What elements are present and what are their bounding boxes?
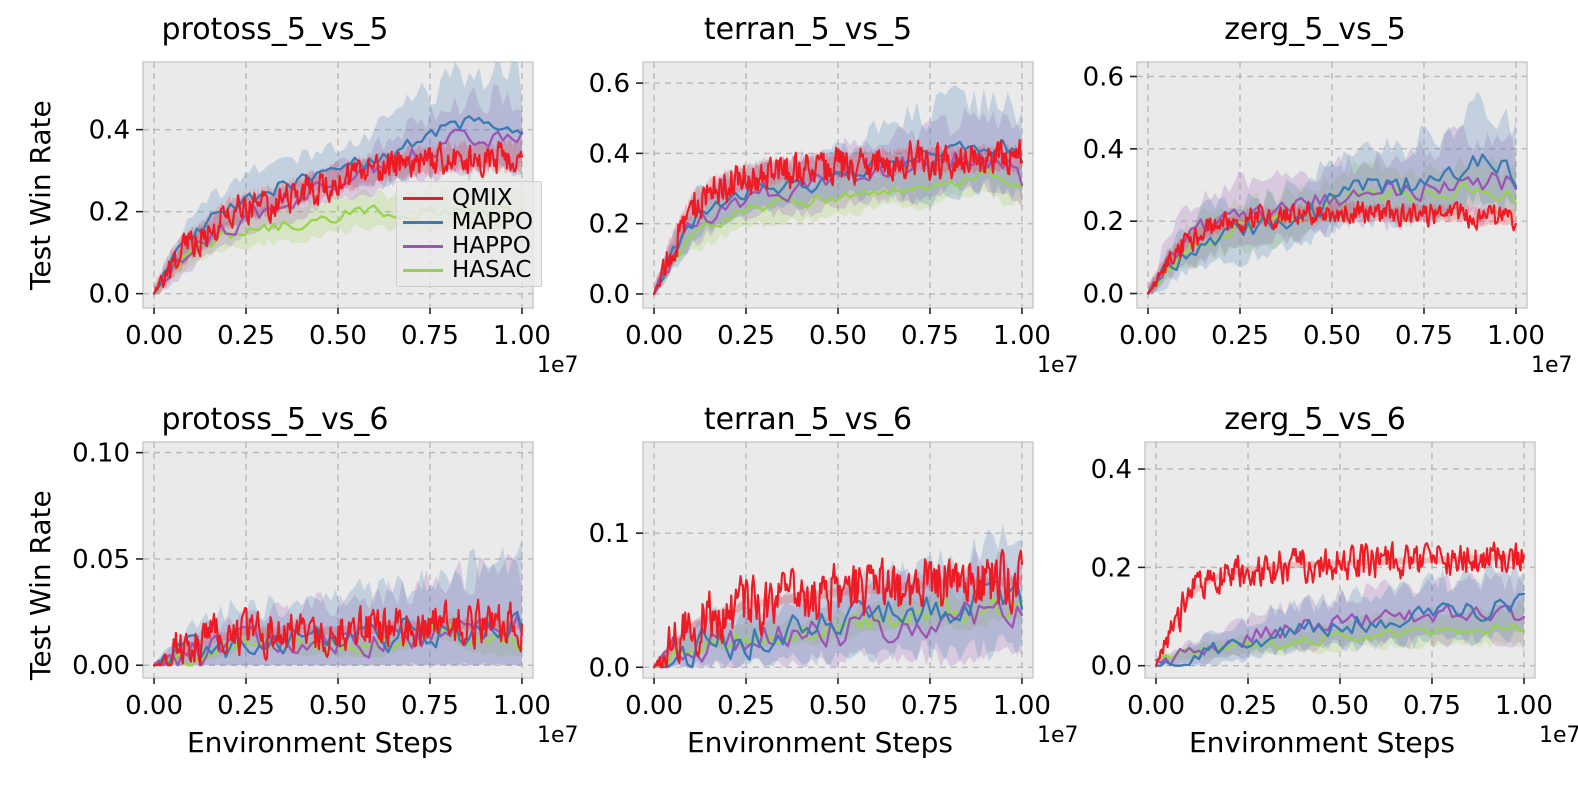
svg-text:0.50: 0.50 [309, 691, 367, 721]
panel-title: terran_5_vs_5 [703, 12, 913, 47]
svg-text:1.00: 1.00 [493, 321, 551, 351]
svg-text:0.50: 0.50 [809, 691, 867, 721]
svg-text:0.00: 0.00 [125, 691, 183, 721]
svg-text:1e7: 1e7 [1539, 723, 1578, 748]
legend-label-mappo: MAPPO [451, 208, 533, 235]
svg-text:0.2: 0.2 [1091, 553, 1132, 583]
legend-item-hasac[interactable]: HASAC [403, 258, 533, 282]
panel-title: protoss_5_vs_5 [161, 12, 389, 47]
svg-text:0.05: 0.05 [72, 545, 130, 575]
panel-zerg-5-vs-6: zerg_5_vs_6 0.00 0.25 0.50 0.75 1.00 0.0 0.2 0.… [1060, 390, 1578, 789]
svg-text:1.00: 1.00 [993, 321, 1051, 351]
y-axis-label: Test Win Rate [24, 490, 57, 680]
plot-svg-1: 0.00 0.25 0.50 0.75 1.00 0.0 0.2 0.4 0.6 1e7 [589, 61, 1079, 378]
svg-text:0.0: 0.0 [1083, 280, 1124, 310]
svg-text:0.4: 0.4 [1083, 135, 1124, 165]
svg-text:0.2: 0.2 [1083, 207, 1124, 237]
panel-title: zerg_5_vs_6 [1224, 402, 1406, 437]
svg-text:0.00: 0.00 [72, 651, 130, 681]
svg-text:0.25: 0.25 [1219, 691, 1277, 721]
plot-area-wrapper: 0.00 0.25 0.50 0.75 1.00 0.0 0.1 1e7 Environment… [589, 441, 1079, 759]
svg-text:Environment Steps: Environment Steps [187, 726, 453, 759]
legend-item-happo[interactable]: HAPPO [403, 234, 533, 258]
svg-text:1e7: 1e7 [537, 353, 579, 378]
svg-text:0.10: 0.10 [72, 439, 130, 469]
panel-title: zerg_5_vs_5 [1224, 12, 1406, 47]
legend-label-hasac: HASAC [452, 256, 532, 283]
svg-text:0.25: 0.25 [1211, 321, 1269, 351]
svg-text:0.00: 0.00 [1127, 691, 1185, 721]
svg-text:Environment Steps: Environment Steps [687, 726, 953, 759]
svg-text:0.25: 0.25 [717, 321, 775, 351]
legend-item-mappo[interactable]: MAPPO [403, 210, 533, 234]
svg-text:1.00: 1.00 [993, 691, 1051, 721]
svg-text:0.4: 0.4 [589, 139, 630, 169]
svg-text:0.00: 0.00 [125, 321, 183, 351]
svg-text:0.6: 0.6 [1083, 62, 1124, 92]
svg-text:Environment Steps: Environment Steps [1189, 726, 1455, 759]
legend-line-qmix [403, 196, 443, 200]
svg-text:0.50: 0.50 [1303, 321, 1361, 351]
svg-text:0.75: 0.75 [901, 691, 959, 721]
svg-text:0.75: 0.75 [401, 691, 459, 721]
legend-label-qmix: QMIX [452, 184, 513, 211]
svg-text:0.75: 0.75 [1403, 691, 1461, 721]
plot-svg-4: 0.00 0.25 0.50 0.75 1.00 0.0 0.1 1e7 Environment… [589, 441, 1079, 759]
panel-protoss-5-vs-6: protoss_5_vs_6 Test Win Rate 0.00 0.25 0.5… [0, 390, 579, 789]
svg-text:0.00: 0.00 [625, 321, 683, 351]
panel-terran-5-vs-6: terran_5_vs_6 0.00 0.25 0.50 0.75 1.00 0.0 0.1… [548, 390, 1079, 789]
svg-text:1e7: 1e7 [1531, 353, 1573, 378]
svg-text:0.4: 0.4 [89, 116, 130, 146]
legend: QMIX MAPPO HAPPO HASAC [396, 181, 542, 287]
plot-svg-5: 0.00 0.25 0.50 0.75 1.00 0.0 0.2 0.4 1e7 Environm… [1091, 441, 1578, 759]
svg-text:1e7: 1e7 [1037, 723, 1079, 748]
svg-text:0.00: 0.00 [1119, 321, 1177, 351]
panel-protoss-5-vs-5: protoss_5_vs_5 Test Win Rate 0.00 0.25 0.5… [0, 0, 579, 390]
svg-text:0.0: 0.0 [1091, 652, 1132, 682]
svg-text:0.25: 0.25 [217, 321, 275, 351]
svg-text:0.25: 0.25 [217, 691, 275, 721]
svg-text:0.25: 0.25 [717, 691, 775, 721]
svg-text:0.50: 0.50 [1311, 691, 1369, 721]
svg-text:0.00: 0.00 [625, 691, 683, 721]
svg-text:0.4: 0.4 [1091, 455, 1132, 485]
svg-text:0.75: 0.75 [401, 321, 459, 351]
panel-zerg-5-vs-5: zerg_5_vs_5 0.00 0.25 0.50 0.75 1.00 0.0 0.2 0.… [1060, 0, 1578, 390]
svg-text:0.75: 0.75 [1395, 321, 1453, 351]
svg-text:0.0: 0.0 [589, 653, 630, 683]
plot-area-wrapper: 0.00 0.25 0.50 0.75 1.00 0.0 0.2 0.4 0.6 1e7 [1083, 61, 1573, 378]
panel-title: protoss_5_vs_6 [161, 402, 389, 437]
svg-text:1e7: 1e7 [537, 723, 579, 748]
svg-text:1e7: 1e7 [1037, 353, 1079, 378]
plot-area-wrapper: 0.00 0.25 0.50 0.75 1.00 0.00 0.05 0.10 1e7 Envir… [72, 439, 578, 759]
plot-area-wrapper: 0.00 0.25 0.50 0.75 1.00 0.0 0.2 0.4 1e7 Environm… [1091, 441, 1578, 759]
svg-text:0.0: 0.0 [89, 280, 130, 310]
panel-title: terran_5_vs_6 [703, 402, 913, 437]
legend-label-happo: HAPPO [452, 232, 531, 259]
svg-text:0.1: 0.1 [589, 519, 630, 549]
svg-text:0.50: 0.50 [809, 321, 867, 351]
legend-line-happo [403, 244, 443, 248]
svg-text:0.2: 0.2 [89, 198, 130, 228]
plot-svg-2: 0.00 0.25 0.50 0.75 1.00 0.0 0.2 0.4 0.6 1e7 [1083, 61, 1573, 378]
svg-text:0.0: 0.0 [589, 280, 630, 310]
panel-terran-5-vs-5: terran_5_vs_5 0.00 0.25 0.50 0.75 1.00 0.0 0.2… [548, 0, 1079, 390]
svg-text:0.6: 0.6 [589, 69, 630, 99]
legend-line-hasac [403, 268, 443, 272]
svg-text:0.75: 0.75 [901, 321, 959, 351]
plot-area-wrapper: 0.00 0.25 0.50 0.75 1.00 0.0 0.2 0.4 0.6 1e7 [589, 61, 1079, 378]
svg-text:1.00: 1.00 [1487, 321, 1545, 351]
svg-text:1.00: 1.00 [493, 691, 551, 721]
legend-item-qmix[interactable]: QMIX [403, 186, 533, 210]
y-axis-label: Test Win Rate [24, 100, 57, 290]
plot-svg-3: 0.00 0.25 0.50 0.75 1.00 0.00 0.05 0.10 1e7 Envir… [72, 439, 578, 759]
svg-text:1.00: 1.00 [1495, 691, 1553, 721]
svg-text:0.2: 0.2 [589, 210, 630, 240]
svg-text:0.50: 0.50 [309, 321, 367, 351]
legend-line-mappo [403, 220, 443, 224]
